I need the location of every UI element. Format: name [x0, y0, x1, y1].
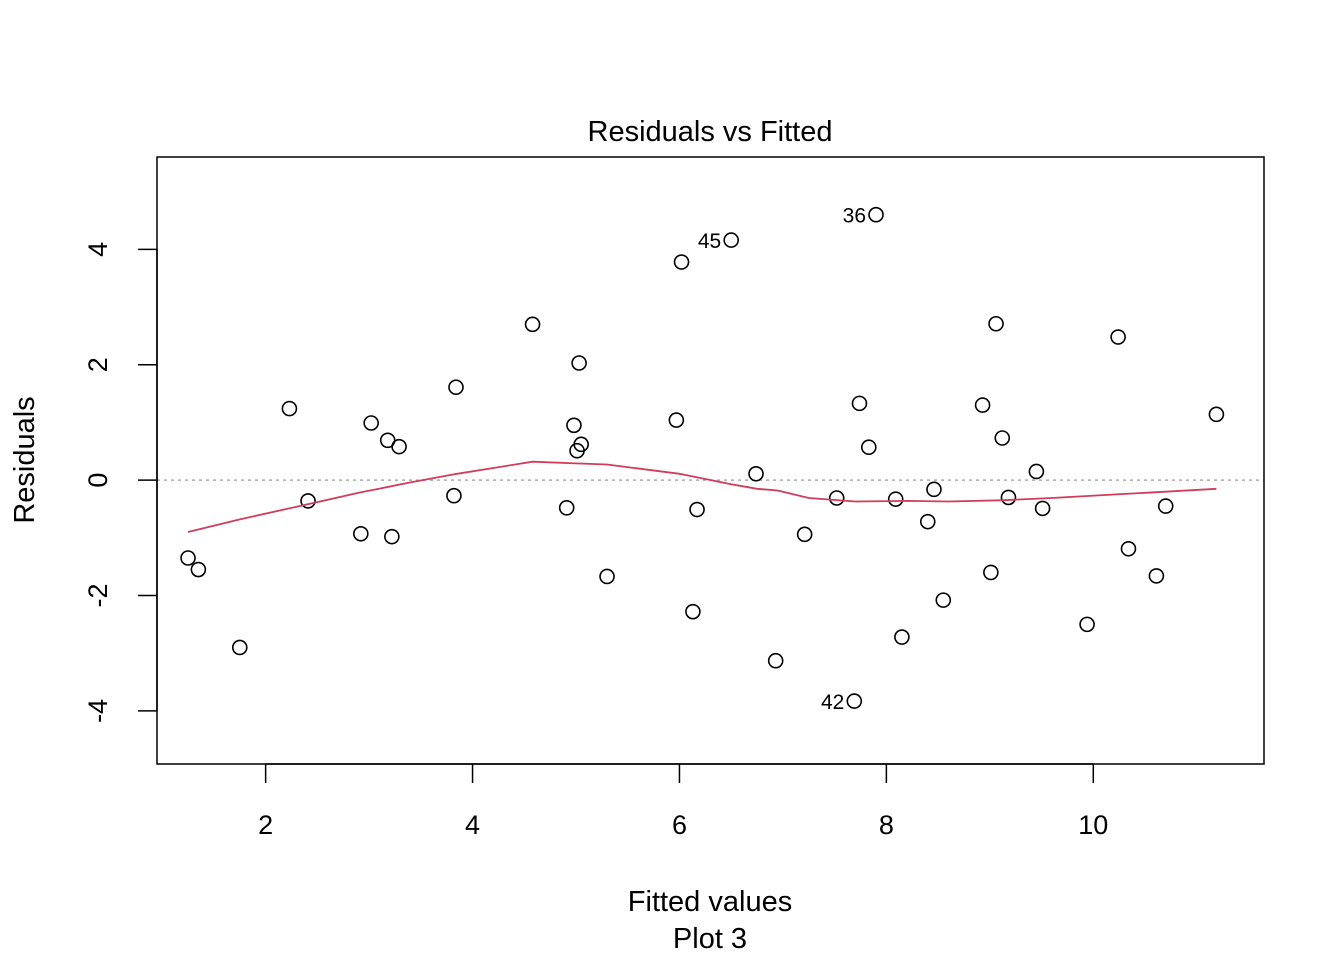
data-point — [887, 491, 904, 507]
point-label: 45 — [698, 230, 721, 253]
data-point — [231, 639, 248, 656]
data-point — [723, 232, 739, 248]
data-point — [668, 412, 685, 428]
y-tick-label: 2 — [83, 357, 113, 372]
point-label: 42 — [821, 691, 844, 714]
data-point — [180, 550, 196, 566]
y-tick-label: -4 — [83, 699, 113, 723]
data-point — [828, 490, 845, 506]
x-tick-label: 6 — [672, 810, 687, 840]
data-point — [448, 379, 464, 396]
y-axis-label: Residuals — [9, 396, 41, 523]
data-point — [1079, 616, 1095, 633]
data-point — [689, 501, 705, 518]
x-axis-label: Fitted values — [628, 886, 792, 918]
point-label: 36 — [843, 205, 866, 228]
data-point — [868, 206, 884, 223]
data-point — [1110, 329, 1126, 345]
data-point — [599, 568, 615, 585]
data-point — [384, 528, 400, 545]
x-tick-label: 2 — [258, 810, 273, 840]
data-point — [446, 487, 462, 504]
data-point — [983, 564, 999, 581]
y-tick-label: 4 — [83, 242, 113, 257]
data-point — [994, 430, 1011, 446]
data-point — [190, 561, 207, 578]
data-point — [1028, 463, 1045, 480]
data-point — [1148, 568, 1165, 584]
data-point — [926, 481, 942, 498]
data-point — [685, 603, 701, 620]
x-tick-label: 4 — [465, 810, 480, 840]
data-point — [281, 400, 298, 417]
data-point — [300, 493, 316, 509]
chart-subtitle: Plot 3 — [673, 923, 747, 955]
data-point — [974, 397, 991, 413]
data-point — [673, 254, 690, 270]
data-point — [573, 436, 589, 453]
data-point — [391, 438, 407, 455]
data-point — [524, 316, 541, 333]
data-point — [363, 415, 379, 431]
data-point — [1120, 540, 1137, 557]
y-tick-label: 0 — [83, 473, 113, 488]
x-tick-label: 10 — [1078, 810, 1108, 840]
plot-area: 45 42 36 — [157, 205, 1264, 714]
data-point — [796, 526, 813, 543]
data-point — [846, 693, 863, 709]
smoother-line — [187, 460, 1217, 533]
data-point — [748, 465, 764, 482]
data-point — [935, 592, 952, 608]
data-point — [988, 315, 1004, 332]
data-point — [353, 525, 369, 542]
data-point — [851, 395, 868, 412]
data-point — [1034, 500, 1051, 517]
data-point — [571, 355, 587, 371]
x-tick-label: 8 — [879, 810, 894, 840]
data-point — [566, 417, 582, 434]
data-point — [919, 513, 936, 530]
chart-title: Residuals vs Fitted — [588, 116, 833, 148]
data-point — [860, 439, 877, 456]
data-point — [767, 652, 784, 669]
y-tick-label: -2 — [83, 584, 113, 608]
x-axis: 2 4 6 8 10 — [258, 763, 1108, 840]
y-axis: -4 -2 0 2 4 — [83, 242, 158, 723]
data-point — [894, 629, 910, 645]
data-point — [558, 500, 575, 516]
data-point — [1208, 406, 1225, 423]
data-point — [1000, 489, 1017, 506]
data-point — [1157, 498, 1174, 514]
